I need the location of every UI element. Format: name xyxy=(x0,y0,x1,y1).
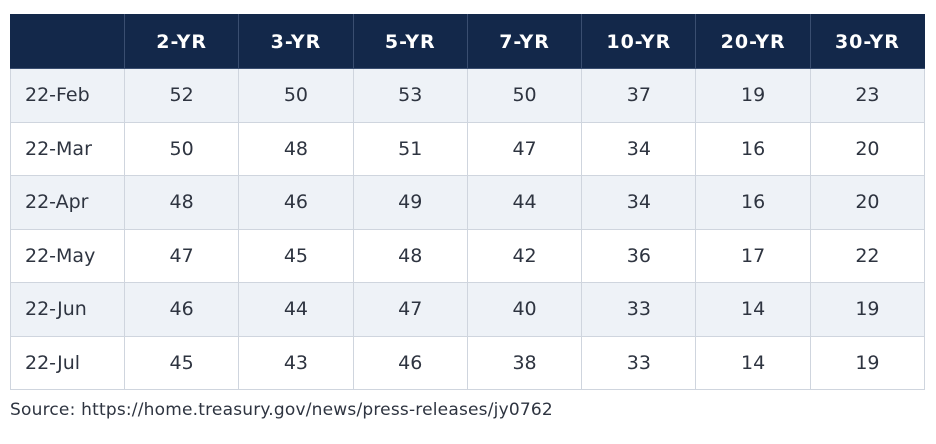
table-cell: 36 xyxy=(581,228,697,283)
table-cell: 38 xyxy=(466,335,583,390)
table-cell: 40 xyxy=(466,282,583,337)
row-label: 22-Mar xyxy=(10,121,125,176)
data-table-container: 2-YR 3-YR 5-YR 7-YR 10-YR 20-YR 30-YR 22… xyxy=(10,14,926,390)
header-cell: 7-YR xyxy=(466,14,583,69)
source-note: Source: https://home.treasury.gov/news/p… xyxy=(10,400,553,420)
row-label: 22-May xyxy=(10,228,125,283)
table-cell: 50 xyxy=(466,68,583,123)
table-row: 22-Mar 50 48 51 47 34 16 20 xyxy=(10,121,926,176)
table-cell: 23 xyxy=(809,68,926,123)
table-cell: 20 xyxy=(809,175,926,230)
table-cell: 44 xyxy=(466,175,583,230)
row-label: 22-Jul xyxy=(10,335,125,390)
header-cell-corner xyxy=(10,14,125,69)
table-cell: 51 xyxy=(352,121,468,176)
table-cell: 33 xyxy=(581,282,697,337)
table-cell: 48 xyxy=(123,175,240,230)
table-cell: 44 xyxy=(238,282,354,337)
row-label: 22-Jun xyxy=(10,282,125,337)
table-cell: 53 xyxy=(352,68,468,123)
row-label: 22-Apr xyxy=(10,175,125,230)
header-row: 2-YR 3-YR 5-YR 7-YR 10-YR 20-YR 30-YR xyxy=(10,14,926,69)
table-cell: 33 xyxy=(581,335,697,390)
header-cell: 3-YR xyxy=(238,14,354,69)
table-cell: 22 xyxy=(809,228,926,283)
header-cell: 20-YR xyxy=(695,14,811,69)
table-cell: 16 xyxy=(695,175,811,230)
header-cell: 10-YR xyxy=(581,14,697,69)
table-cell: 19 xyxy=(809,282,926,337)
table-cell: 34 xyxy=(581,175,697,230)
table-row: 22-Feb 52 50 53 50 37 19 23 xyxy=(10,68,926,123)
table-cell: 47 xyxy=(123,228,240,283)
table-cell: 14 xyxy=(695,335,811,390)
table-cell: 42 xyxy=(466,228,583,283)
table-cell: 46 xyxy=(238,175,354,230)
table-cell: 46 xyxy=(123,282,240,337)
data-table: 2-YR 3-YR 5-YR 7-YR 10-YR 20-YR 30-YR 22… xyxy=(10,14,926,390)
table-cell: 45 xyxy=(238,228,354,283)
header-cell: 5-YR xyxy=(352,14,468,69)
table-cell: 17 xyxy=(695,228,811,283)
table-cell: 20 xyxy=(809,121,926,176)
table-cell: 14 xyxy=(695,282,811,337)
table-row: 22-Jun 46 44 47 40 33 14 19 xyxy=(10,282,926,337)
table-cell: 52 xyxy=(123,68,240,123)
table-cell: 34 xyxy=(581,121,697,176)
table-cell: 37 xyxy=(581,68,697,123)
table-cell: 48 xyxy=(238,121,354,176)
table-cell: 49 xyxy=(352,175,468,230)
table-cell: 47 xyxy=(352,282,468,337)
table-cell: 47 xyxy=(466,121,583,176)
table-cell: 48 xyxy=(352,228,468,283)
table-cell: 45 xyxy=(123,335,240,390)
table-cell: 16 xyxy=(695,121,811,176)
row-label: 22-Feb xyxy=(10,68,125,123)
header-cell: 30-YR xyxy=(809,14,926,69)
table-cell: 50 xyxy=(123,121,240,176)
table-cell: 19 xyxy=(809,335,926,390)
header-cell: 2-YR xyxy=(123,14,240,69)
table-cell: 19 xyxy=(695,68,811,123)
table-cell: 43 xyxy=(238,335,354,390)
table-cell: 50 xyxy=(238,68,354,123)
table-cell: 46 xyxy=(352,335,468,390)
table-row: 22-May 47 45 48 42 36 17 22 xyxy=(10,228,926,283)
table-row: 22-Apr 48 46 49 44 34 16 20 xyxy=(10,175,926,230)
table-row: 22-Jul 45 43 46 38 33 14 19 xyxy=(10,335,926,390)
